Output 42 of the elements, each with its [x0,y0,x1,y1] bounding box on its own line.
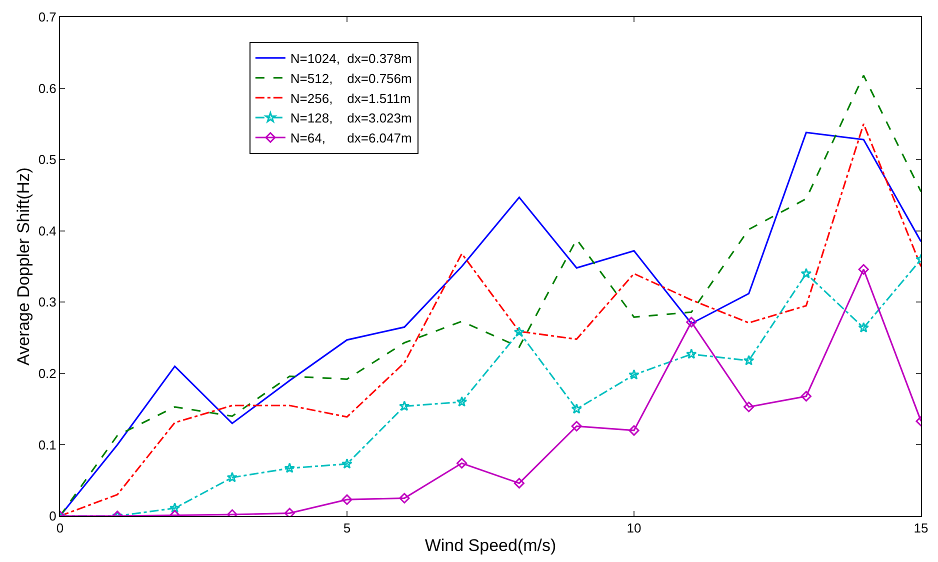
point [284,508,295,516]
point [342,494,352,505]
point [743,354,754,366]
point [800,390,812,402]
point [744,402,754,412]
x-tick-label: 5 [343,520,351,536]
y-tick-label: 0.5 [38,152,56,168]
y-tick-label: 0.4 [38,223,56,238]
point [456,396,468,407]
y-tick-label: 0 [49,508,56,524]
point [628,369,640,380]
legend-label: N=512, dx=0.756m [290,70,412,86]
legend-label: N=256, dx=1.511m [290,90,411,106]
legend-label: N=64, dx=6.047m [290,130,412,146]
legend-label: N=1024, dx=0.378m [290,50,412,66]
point [284,462,296,473]
x-tick-label: 15 [914,520,928,536]
y-tick-label: 0.2 [38,366,56,381]
point [686,348,697,359]
point [800,268,812,278]
point [571,420,582,432]
point [342,458,352,469]
point [858,264,869,275]
point [398,400,410,411]
legend-label: N=128, dx=3.023m [290,110,412,126]
point [514,326,525,337]
point [399,492,410,504]
x-axis-title: Wind Speed(m/s) [424,536,556,555]
y-tick-label: 0.1 [38,437,56,452]
point [169,502,180,513]
y-tick-label: 0.6 [38,80,56,96]
point [456,458,468,469]
y-tick-label: 0.3 [38,294,56,310]
point [628,425,640,436]
point [514,478,524,489]
point [686,316,697,328]
point [226,472,238,482]
point [858,322,870,333]
y-axis-title: Average Doppler Shift(Hz) [14,167,33,366]
y-tick-label: 0.7 [38,10,56,25]
x-tick-label: 10 [626,520,642,536]
point [571,403,582,414]
